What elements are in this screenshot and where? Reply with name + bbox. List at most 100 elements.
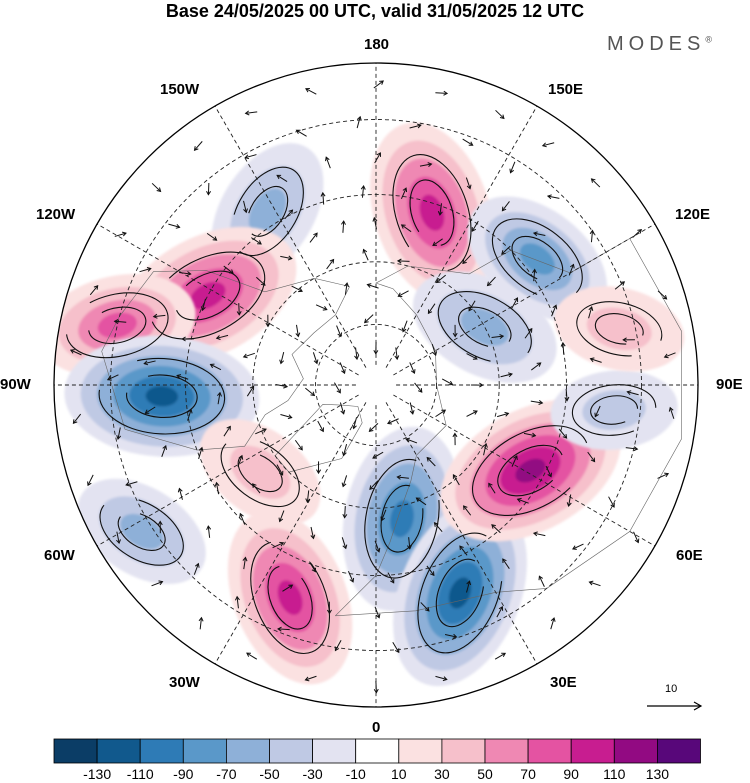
wind-arrow	[280, 255, 293, 261]
wind-arrow	[524, 327, 533, 339]
wind-arrow	[546, 194, 560, 200]
anomaly-55w-negative	[77, 478, 206, 585]
label-0: 0	[372, 719, 381, 736]
wind-arrow	[252, 483, 261, 494]
wind-arrow	[206, 232, 218, 241]
wind-arrow	[560, 341, 566, 355]
coastlines	[101, 238, 682, 617]
wind-arrow	[437, 203, 443, 216]
label-60w: 60W	[44, 547, 75, 564]
wind-arrow	[435, 409, 447, 418]
wind-arrow	[608, 496, 615, 508]
wind-arrow	[305, 490, 311, 504]
wind-arrow	[265, 314, 271, 328]
wind-arrow	[401, 320, 408, 333]
wind-arrow	[491, 334, 505, 339]
anomaly-60w-positive	[200, 419, 321, 526]
wind-arrow	[409, 123, 422, 129]
label-60e: 60E	[676, 547, 703, 564]
wind-arrow	[316, 461, 322, 475]
wind-arrow	[326, 258, 335, 270]
colorbar-tick-label: -90	[173, 766, 194, 782]
wind-arrow	[426, 565, 435, 577]
wind-arrow	[466, 353, 478, 360]
wind-arrow	[516, 497, 529, 504]
wind-arrow	[392, 641, 400, 654]
anomaly-30w-positive-contour	[277, 580, 303, 615]
wind-arrow	[244, 154, 257, 160]
wind-arrow	[625, 446, 639, 452]
wind-arrow	[545, 465, 552, 478]
wind-arrow	[236, 303, 242, 316]
wind-arrow	[310, 526, 316, 540]
wind-arrow	[564, 388, 570, 402]
wind-arrow	[242, 352, 255, 359]
streamline	[267, 565, 313, 630]
wind-arrow	[342, 506, 348, 519]
anomaly-150e-positive-contour	[419, 194, 445, 231]
wind-arrow	[495, 109, 505, 120]
wind-arrow	[340, 220, 346, 233]
wind-arrow	[568, 263, 575, 276]
label-120w: 120W	[36, 206, 76, 223]
wind-arrow	[531, 362, 542, 371]
wind-arrow	[243, 200, 248, 214]
wind-arrow	[295, 129, 307, 137]
wind-arrow	[387, 418, 399, 425]
wind-arrow	[277, 626, 290, 632]
streamline	[117, 511, 166, 551]
wind-arrow	[317, 420, 324, 433]
wind-arrow	[364, 314, 374, 324]
wind-arrow	[237, 454, 244, 467]
wind-arrow	[435, 675, 448, 682]
streamline	[392, 154, 472, 272]
wind-arrow	[462, 138, 474, 146]
wind-arrow	[657, 290, 668, 300]
wind-arrow	[419, 162, 433, 167]
wind-arrow	[468, 300, 476, 312]
wind-arrow	[341, 444, 348, 457]
wind-arrow	[362, 248, 369, 261]
streamline	[497, 444, 564, 497]
colorbar-tick-label: 130	[645, 766, 670, 782]
wind-arrow	[206, 525, 212, 538]
wind-arrow	[106, 374, 119, 381]
map-disc	[54, 63, 698, 707]
wind-arrow	[471, 220, 479, 232]
wind-arrow	[551, 304, 558, 317]
streamlines	[65, 154, 663, 655]
wind-arrow	[326, 601, 332, 615]
wind-arrow	[320, 191, 326, 205]
wind-arrow	[114, 231, 127, 237]
wind-arrow	[452, 474, 460, 486]
coastline	[274, 403, 363, 473]
wind-arrow	[72, 413, 82, 425]
wind-arrow	[589, 229, 595, 243]
wind-arrow	[426, 456, 436, 467]
wind-arrow	[344, 282, 350, 295]
wind-arrow	[523, 432, 537, 438]
wind-arrow	[465, 177, 472, 190]
wind-arrow	[275, 383, 289, 389]
wind-arrow	[387, 572, 395, 584]
wind-arrow	[244, 110, 258, 116]
colorbar-tick-label: 70	[520, 766, 536, 782]
wind-arrow	[177, 487, 183, 500]
wind-arrow	[366, 283, 379, 289]
wind-arrow	[369, 480, 379, 491]
wind-arrow	[368, 423, 379, 432]
wind-arrow	[242, 556, 248, 570]
wind-arrow	[431, 343, 438, 357]
map-border	[53, 62, 699, 708]
wind-arrow	[187, 408, 193, 421]
wind-arrow	[181, 336, 194, 342]
wind-arrow	[143, 360, 156, 366]
wind-arrow	[246, 652, 258, 660]
wind-arrow	[291, 285, 303, 293]
wind-arrow	[315, 304, 328, 311]
wind-arrow	[193, 562, 200, 575]
wind-arrow	[466, 410, 478, 417]
wind-arrow	[444, 633, 458, 639]
wind-arrow	[255, 428, 267, 435]
